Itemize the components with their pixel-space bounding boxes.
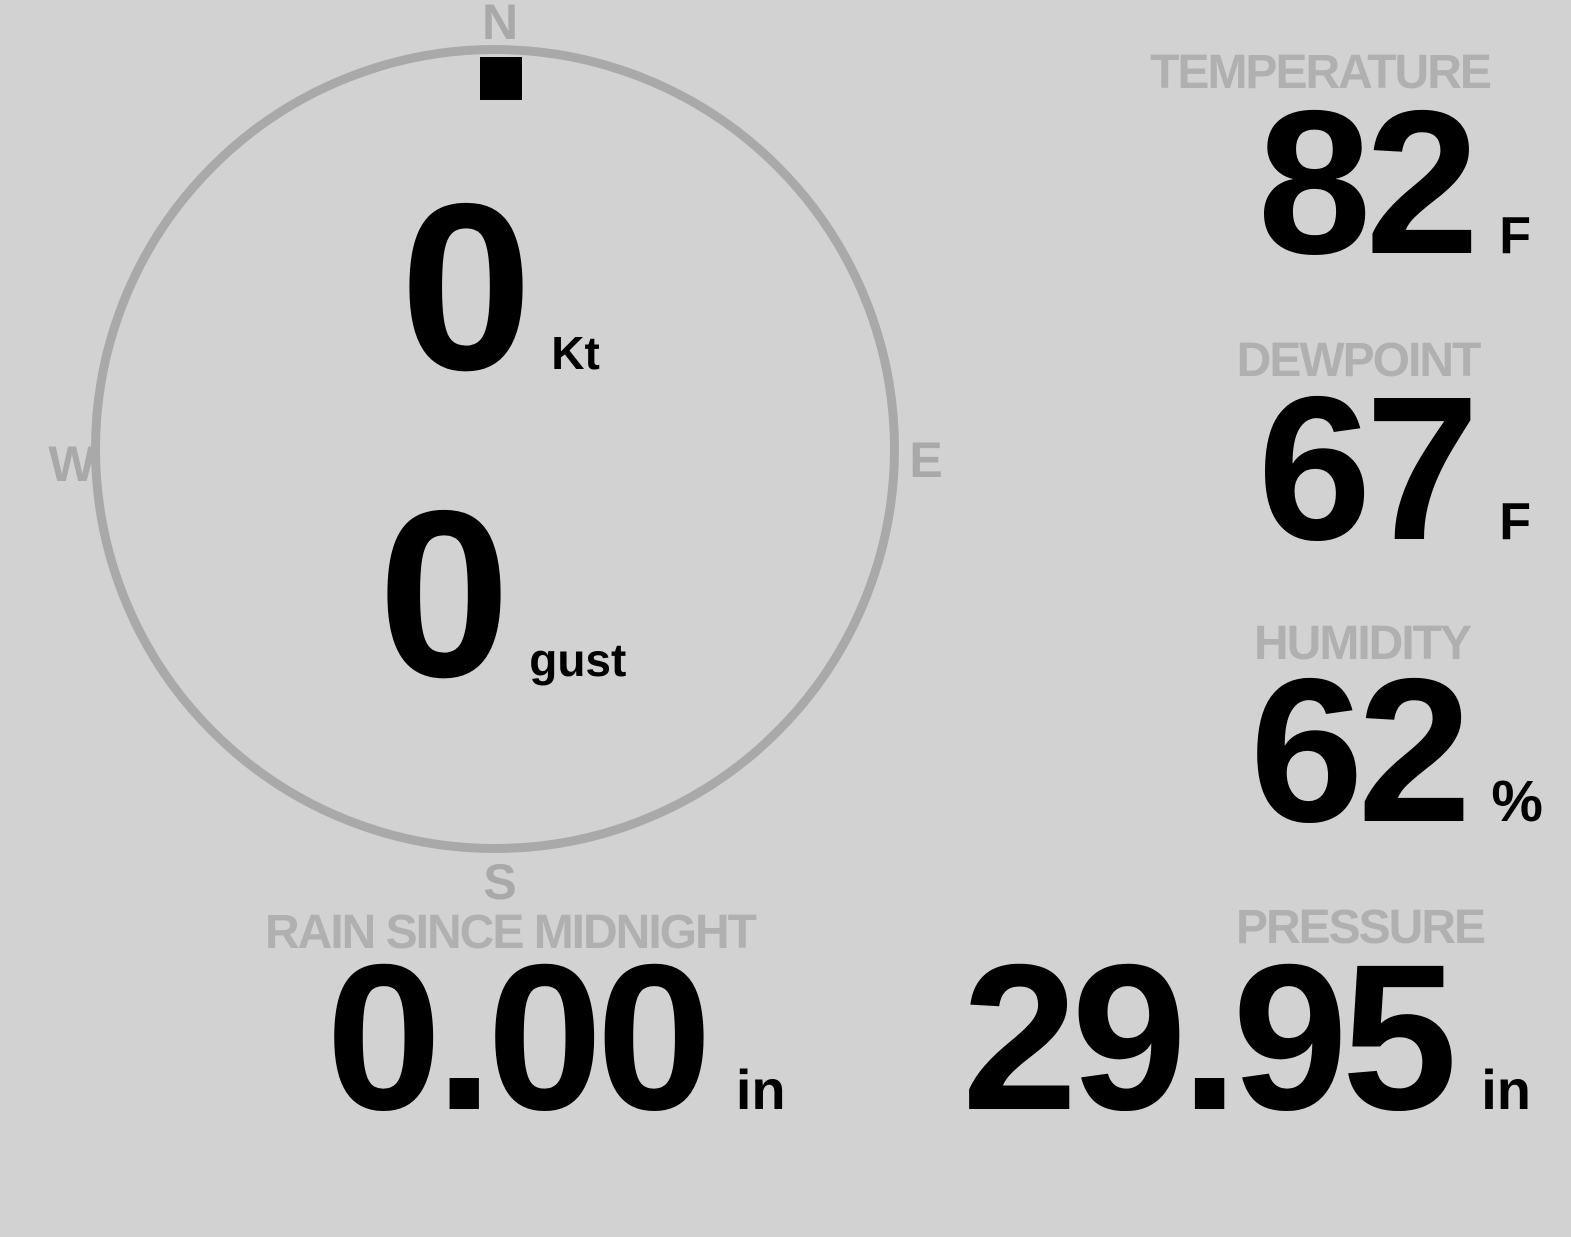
dewpoint-label: DEWPOINT: [1236, 334, 1482, 387]
pressure-value: 29.95: [961, 922, 1458, 1154]
compass-label-south: S: [483, 854, 517, 910]
dewpoint-value: 67: [1257, 354, 1480, 583]
humidity-unit: %: [1491, 769, 1543, 834]
wind-speed-unit: Kt: [551, 327, 600, 379]
compass-circle: [91, 45, 899, 853]
temperature-label: TEMPERATURE: [1150, 46, 1492, 99]
rain-unit: in: [735, 1058, 786, 1121]
pressure-label: PRESSURE: [1235, 901, 1486, 954]
temperature-readout: 82 F: [1258, 80, 1532, 285]
wind-speed-readout: 0 Kt: [400, 169, 600, 407]
humidity-value: 62: [1249, 636, 1472, 865]
humidity-readout: 62%: [1250, 648, 1543, 853]
wind-gust-readout: 0 gust: [378, 476, 626, 714]
dewpoint-readout: 67 F: [1258, 366, 1532, 571]
compass-label-west: W: [48, 436, 96, 492]
wind-direction-marker: [480, 57, 522, 100]
temperature-value: 82: [1257, 68, 1480, 297]
rain-value: 0.00: [326, 922, 712, 1154]
pressure-readout: 29.95 in: [962, 934, 1531, 1142]
wind-speed-value: 0: [400, 155, 532, 420]
temperature-unit: F: [1499, 207, 1531, 265]
rain-label: RAIN SINCE MIDNIGHT: [265, 906, 757, 959]
wind-gust-unit: gust: [529, 634, 627, 686]
dewpoint-unit: F: [1499, 493, 1531, 551]
wind-gust-value: 0: [378, 462, 510, 727]
humidity-label: HUMIDITY: [1254, 617, 1472, 670]
rain-readout: 0.00 in: [326, 934, 786, 1142]
pressure-unit: in: [1481, 1058, 1531, 1121]
compass-label-north: N: [481, 0, 519, 50]
compass-label-east: E: [909, 432, 943, 488]
